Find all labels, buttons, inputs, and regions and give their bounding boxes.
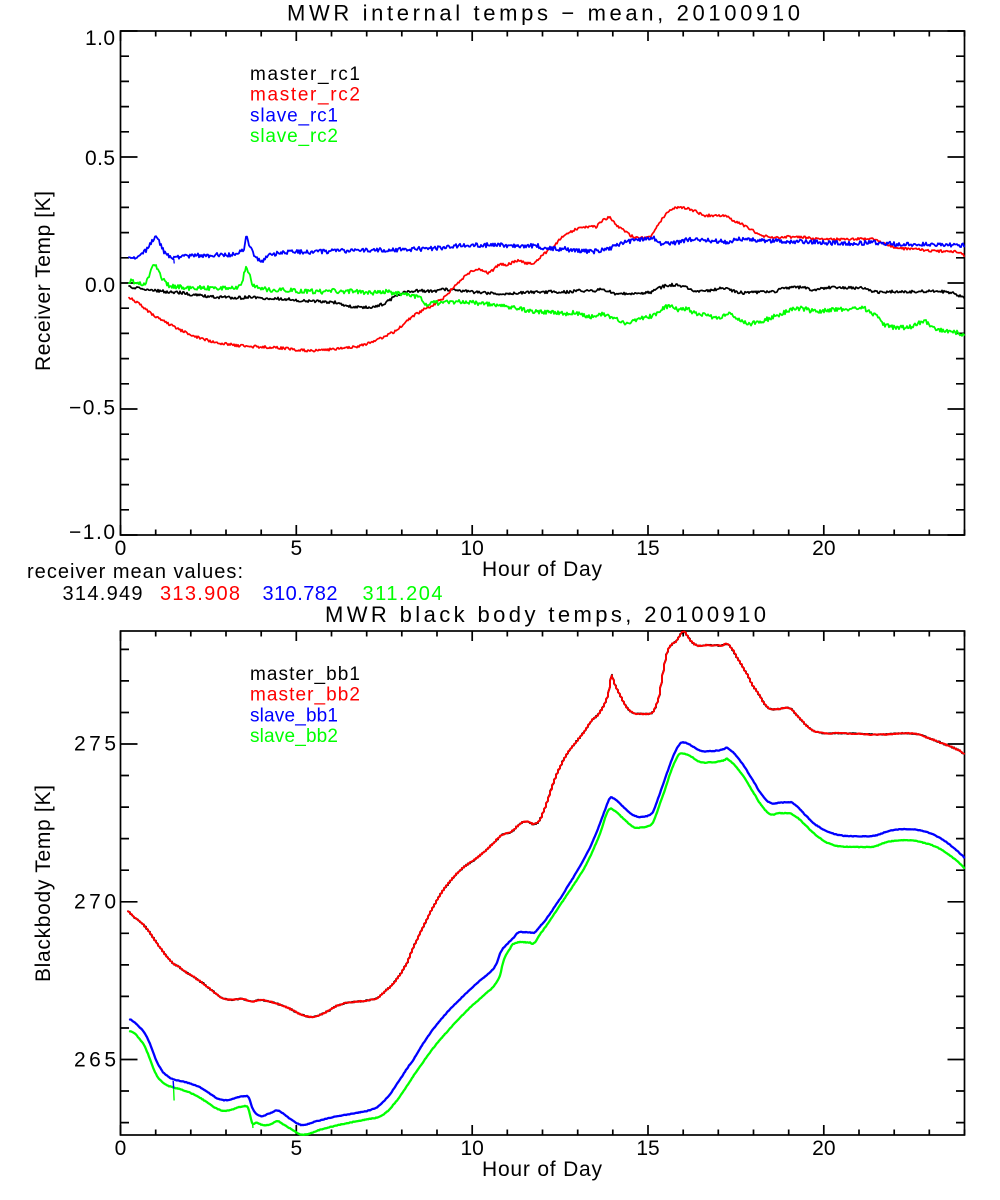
svg-text:slave_bb1: slave_bb1 [250, 705, 338, 726]
svg-text:10: 10 [460, 537, 483, 560]
svg-text:0.0: 0.0 [85, 274, 115, 297]
svg-text:slave_bb2: slave_bb2 [250, 726, 338, 747]
svg-text:313.908: 313.908 [160, 583, 240, 605]
svg-text:Hour of Day: Hour of Day [482, 1158, 603, 1181]
svg-text:15: 15 [636, 537, 659, 560]
svg-text:master_bb1: master_bb1 [250, 664, 360, 685]
svg-text:Blackbody Temp [K]: Blackbody Temp [K] [32, 785, 55, 982]
svg-text:5: 5 [290, 1137, 302, 1160]
svg-text:master_bb2: master_bb2 [250, 685, 360, 706]
svg-text:−1.0: −1.0 [69, 521, 115, 544]
svg-text:0.5: 0.5 [85, 147, 115, 170]
svg-text:20: 20 [812, 537, 835, 560]
svg-text:Hour of Day: Hour of Day [482, 558, 603, 581]
svg-text:5: 5 [290, 537, 302, 560]
svg-text:slave_rc2: slave_rc2 [250, 126, 338, 147]
svg-text:15: 15 [636, 1137, 659, 1160]
svg-text:0: 0 [115, 537, 127, 560]
svg-text:MWR internal temps − mean, 201: MWR internal temps − mean, 20100910 [287, 1, 800, 26]
svg-text:1.0: 1.0 [85, 27, 115, 50]
svg-text:310.782: 310.782 [263, 583, 338, 605]
svg-text:20: 20 [812, 1137, 835, 1160]
svg-text:314.949: 314.949 [63, 583, 143, 605]
svg-text:275: 275 [74, 733, 116, 756]
svg-text:311.204: 311.204 [363, 583, 443, 605]
svg-text:Receiver Temp [K]: Receiver Temp [K] [32, 191, 55, 371]
svg-text:slave_rc1: slave_rc1 [250, 105, 338, 126]
svg-text:265: 265 [74, 1049, 116, 1072]
svg-text:master_rc1: master_rc1 [250, 64, 360, 85]
svg-text:10: 10 [460, 1137, 483, 1160]
svg-text:0: 0 [115, 1137, 127, 1160]
svg-text:receiver mean values:: receiver mean values: [27, 561, 243, 583]
svg-text:master_rc2: master_rc2 [250, 85, 360, 106]
svg-text:270: 270 [74, 891, 116, 914]
svg-text:−0.5: −0.5 [69, 397, 115, 420]
